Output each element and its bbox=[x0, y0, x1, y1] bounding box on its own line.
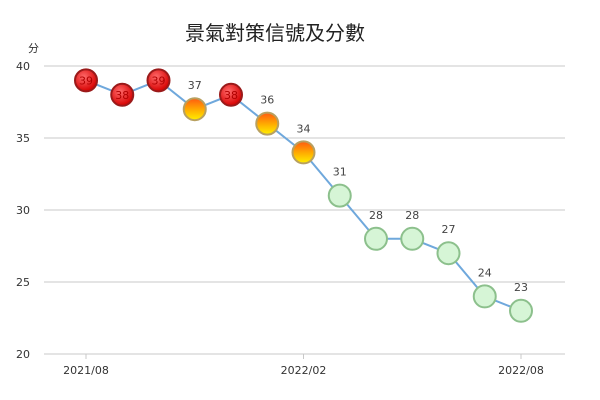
data-point-red bbox=[219, 82, 243, 107]
data-label: 28 bbox=[369, 209, 383, 222]
x-tick-labels: 2021/08 2022/02 2022/08 bbox=[63, 354, 544, 377]
data-point-green bbox=[327, 183, 352, 208]
data-label: 38 bbox=[224, 89, 238, 102]
data-point-yellow-red bbox=[182, 97, 207, 122]
y-tick-label: 25 bbox=[16, 276, 30, 289]
series-line bbox=[85, 79, 522, 312]
data-point-red bbox=[146, 68, 171, 93]
y-tick-label: 20 bbox=[16, 348, 30, 361]
data-label: 23 bbox=[514, 281, 528, 294]
data-label: 39 bbox=[152, 74, 166, 87]
y-axis-label: 分 bbox=[28, 42, 39, 55]
x-tick-label: 2022/02 bbox=[281, 364, 327, 377]
x-tick-label: 2022/08 bbox=[498, 364, 544, 377]
data-point-green bbox=[472, 284, 497, 309]
y-tick-label: 35 bbox=[16, 132, 30, 145]
y-tick-label: 40 bbox=[16, 60, 30, 73]
data-label: 36 bbox=[260, 94, 274, 107]
data-point-green bbox=[364, 226, 388, 251]
gridlines bbox=[44, 65, 565, 355]
data-point-green bbox=[509, 298, 533, 323]
data-label: 38 bbox=[115, 89, 129, 102]
y-tick-labels: 20 25 30 35 40 bbox=[16, 60, 30, 361]
data-label: 24 bbox=[478, 266, 492, 279]
data-labels: 39 38 39 37 38 36 34 31 28 28 27 24 23 bbox=[79, 74, 528, 293]
data-label: 28 bbox=[405, 209, 419, 222]
data-label: 27 bbox=[442, 223, 456, 236]
data-point-red bbox=[110, 82, 135, 107]
y-tick-label: 30 bbox=[16, 204, 30, 217]
chart-title: 景氣對策信號及分數 bbox=[185, 21, 365, 45]
data-point-green bbox=[436, 241, 461, 266]
x-tick-label: 2021/08 bbox=[63, 364, 109, 377]
data-points bbox=[74, 68, 533, 323]
data-label: 31 bbox=[333, 166, 347, 179]
data-point-yellow-red bbox=[291, 140, 316, 165]
data-point-yellow-red bbox=[255, 111, 280, 136]
data-label: 34 bbox=[297, 122, 311, 135]
data-point-green bbox=[400, 226, 425, 251]
data-label: 39 bbox=[79, 74, 93, 87]
data-label: 37 bbox=[188, 79, 202, 92]
data-point-red bbox=[74, 68, 98, 93]
series-polyline bbox=[85, 79, 522, 312]
